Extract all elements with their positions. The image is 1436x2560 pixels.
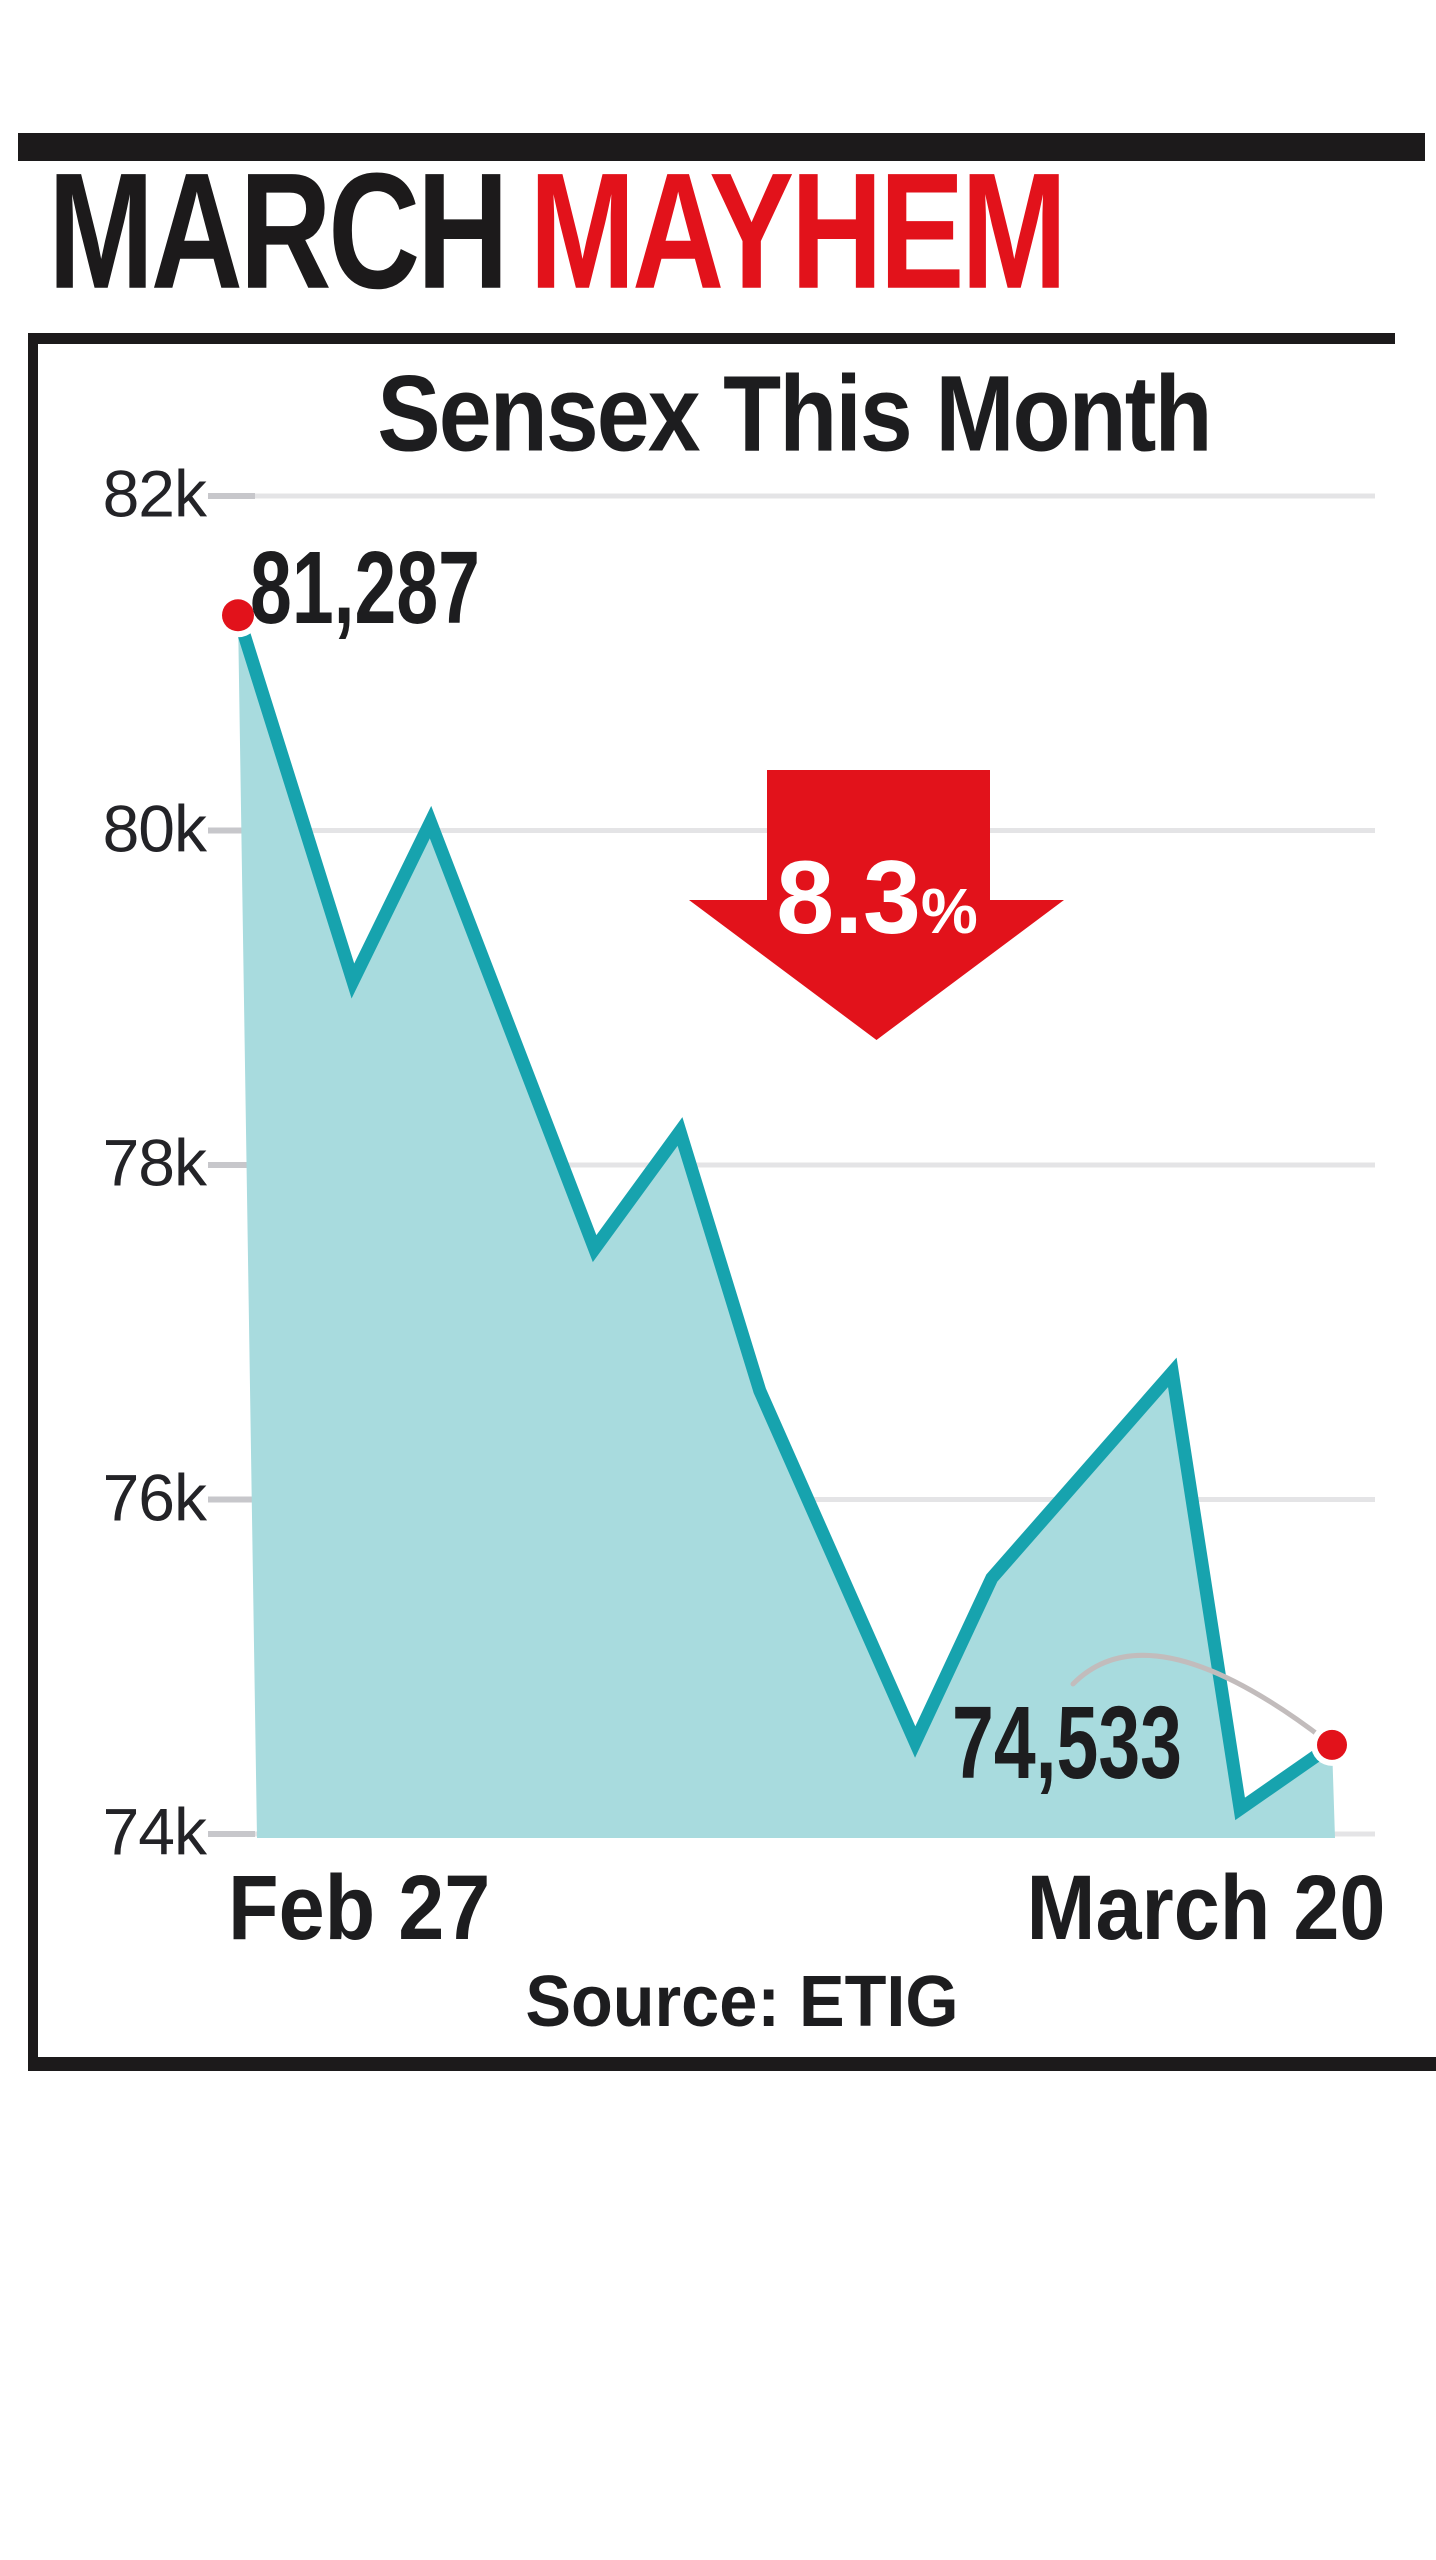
series-line [231, 613, 1336, 1821]
swoosh-arrow-icon [1070, 1652, 1328, 1743]
x-axis-label-end: March 20 [1026, 1857, 1386, 1959]
percent-change-number: 8.3 [776, 840, 921, 956]
area-fill [238, 615, 1335, 1839]
chart-panel-border-top [28, 333, 1395, 344]
page-title-word-black: MARCH [48, 138, 509, 323]
y-axis-label: 76k [102, 1459, 207, 1534]
percent-change-badge: 8.3% [689, 846, 1065, 950]
page-title-word-red: MAYHEM [529, 138, 1067, 323]
chart-panel-border-bottom [28, 2057, 1436, 2071]
end-value-label: 74,533 [952, 1685, 1182, 1800]
y-axis-label: 74k [102, 1794, 207, 1869]
masthead-rule-bar [18, 133, 1425, 161]
data-point-markers [216, 593, 1353, 1766]
y-axis-label: 82k [102, 456, 207, 531]
y-axis-label: 78k [102, 1125, 207, 1200]
chart-panel-border-left [28, 333, 38, 2070]
down-arrow-icon [689, 770, 1064, 1040]
x-axis-label-start: Feb 27 [228, 1857, 491, 1959]
y-axis-label: 80k [102, 790, 207, 865]
page-title: MARCH MAYHEM [48, 148, 1067, 313]
start-value-label: 81,287 [250, 530, 480, 645]
percent-sign: % [920, 875, 978, 947]
start-point-marker [222, 599, 254, 632]
end-point-marker [1317, 1729, 1347, 1760]
source-credit: Source: ETIG [525, 1962, 959, 2042]
chart-title: Sensex This Month [377, 353, 1212, 475]
